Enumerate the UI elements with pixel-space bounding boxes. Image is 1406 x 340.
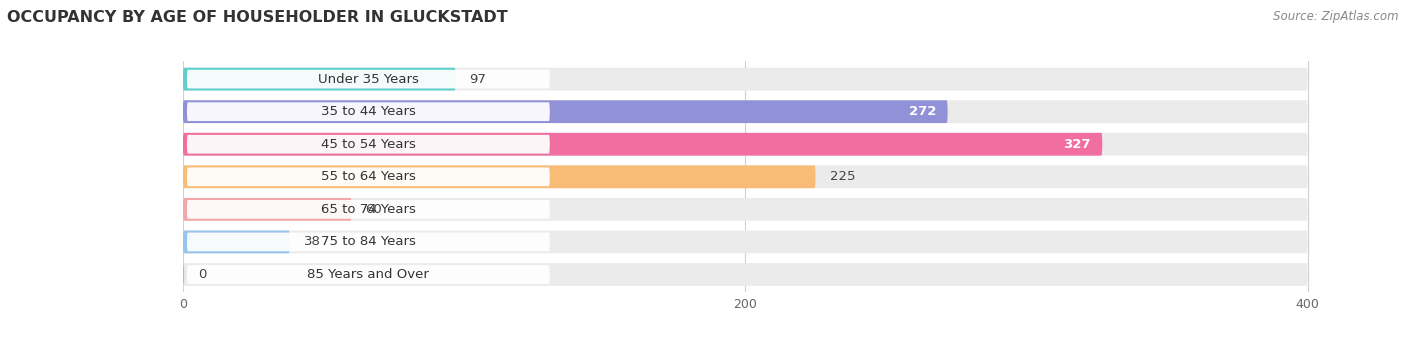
FancyBboxPatch shape xyxy=(183,231,290,253)
FancyBboxPatch shape xyxy=(187,265,550,284)
FancyBboxPatch shape xyxy=(187,233,550,251)
Text: 55 to 64 Years: 55 to 64 Years xyxy=(321,170,416,183)
Text: 272: 272 xyxy=(910,105,936,118)
FancyBboxPatch shape xyxy=(187,70,550,88)
Text: 85 Years and Over: 85 Years and Over xyxy=(308,268,429,281)
FancyBboxPatch shape xyxy=(183,263,184,286)
Text: OCCUPANCY BY AGE OF HOUSEHOLDER IN GLUCKSTADT: OCCUPANCY BY AGE OF HOUSEHOLDER IN GLUCK… xyxy=(7,10,508,25)
FancyBboxPatch shape xyxy=(183,198,352,221)
FancyBboxPatch shape xyxy=(183,100,1308,123)
FancyBboxPatch shape xyxy=(183,133,1102,156)
FancyBboxPatch shape xyxy=(187,102,550,121)
FancyBboxPatch shape xyxy=(183,68,1308,90)
FancyBboxPatch shape xyxy=(183,198,1308,221)
FancyBboxPatch shape xyxy=(183,133,1308,156)
Text: 0: 0 xyxy=(198,268,207,281)
Text: Source: ZipAtlas.com: Source: ZipAtlas.com xyxy=(1274,10,1399,23)
Text: 65 to 74 Years: 65 to 74 Years xyxy=(321,203,416,216)
FancyBboxPatch shape xyxy=(183,165,815,188)
FancyBboxPatch shape xyxy=(183,100,948,123)
Text: Under 35 Years: Under 35 Years xyxy=(318,73,419,86)
Text: 38: 38 xyxy=(304,235,321,249)
FancyBboxPatch shape xyxy=(187,135,550,154)
Text: 225: 225 xyxy=(830,170,855,183)
FancyBboxPatch shape xyxy=(187,168,550,186)
FancyBboxPatch shape xyxy=(183,231,1308,253)
FancyBboxPatch shape xyxy=(183,165,1308,188)
Text: 75 to 84 Years: 75 to 84 Years xyxy=(321,235,416,249)
FancyBboxPatch shape xyxy=(183,263,1308,286)
Text: 35 to 44 Years: 35 to 44 Years xyxy=(321,105,416,118)
Text: 60: 60 xyxy=(366,203,382,216)
FancyBboxPatch shape xyxy=(187,200,550,219)
Text: 97: 97 xyxy=(470,73,486,86)
Text: 327: 327 xyxy=(1063,138,1091,151)
FancyBboxPatch shape xyxy=(183,68,456,90)
Text: 45 to 54 Years: 45 to 54 Years xyxy=(321,138,416,151)
